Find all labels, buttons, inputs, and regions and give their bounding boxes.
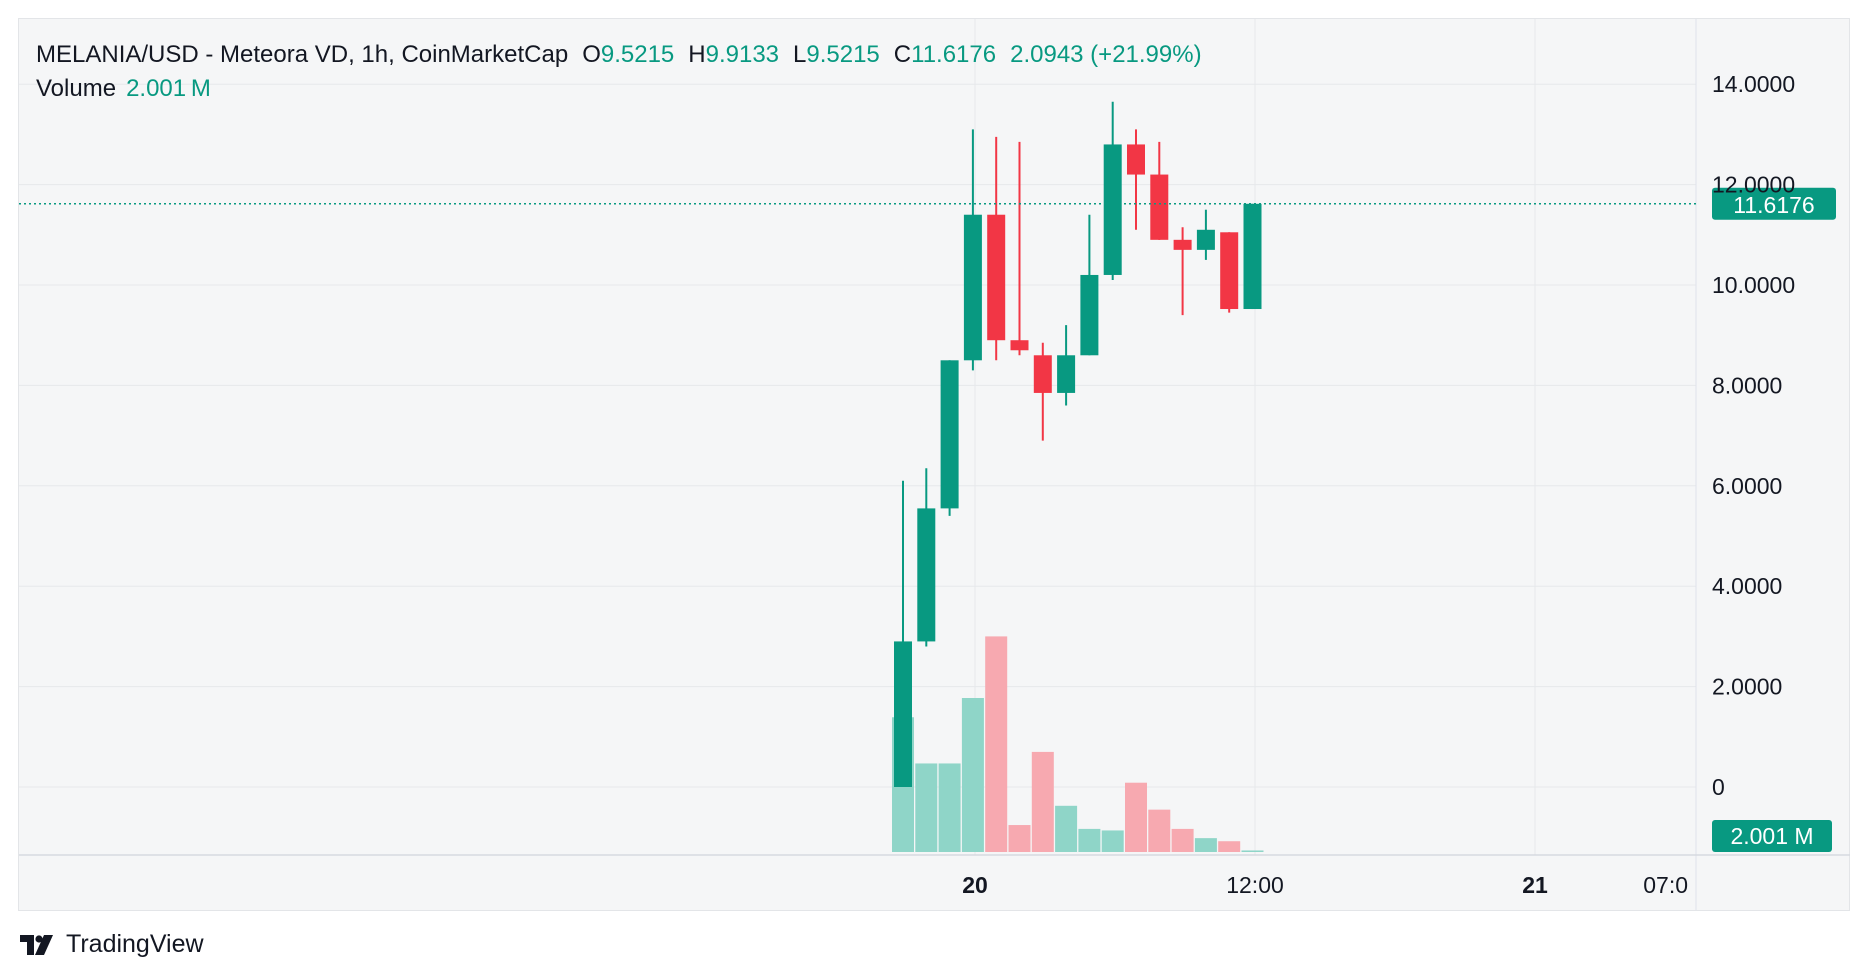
- volume-row: Volume 2.001 M: [36, 72, 1202, 106]
- candle: [1243, 203, 1262, 310]
- volume-label[interactable]: Volume: [36, 75, 117, 102]
- volume-bars: [892, 636, 1264, 852]
- volume-value: 2.001 M: [126, 75, 211, 102]
- price-axis[interactable]: 14.0000 12.0000 10.0000 8.0000 6.0000 4.0000 2…: [1712, 71, 1795, 800]
- time-tick-label: 12:00: [1226, 872, 1284, 898]
- candle-body: [1150, 174, 1169, 240]
- price-tick-label: 14.0000: [1712, 71, 1795, 97]
- volume-badge: [1712, 820, 1832, 852]
- volume-bar: [1194, 838, 1217, 852]
- candle-body: [894, 641, 912, 787]
- price-tick-label: 0: [1712, 774, 1725, 800]
- candle-body: [1243, 203, 1262, 310]
- candle-body: [1127, 144, 1145, 175]
- price-tick-label: 10.0000: [1712, 272, 1795, 298]
- candle: [1010, 141, 1029, 356]
- ohlc-row: MELANIA/USD - Meteora VD, 1h, CoinMarket…: [36, 38, 1202, 72]
- volume-bar: [985, 636, 1008, 852]
- chart-frame[interactable]: [18, 18, 1850, 911]
- candle-body: [1080, 274, 1099, 356]
- candle-body: [1010, 340, 1029, 351]
- candle-body: [963, 214, 982, 361]
- candle-body: [917, 508, 936, 642]
- candle: [917, 468, 936, 647]
- candle: [1080, 214, 1099, 356]
- time-tick-label: 07:0: [1643, 872, 1688, 898]
- price-tick-label: 6.0000: [1712, 473, 1782, 499]
- close-value: 11.6176: [911, 41, 997, 68]
- candle-body: [1057, 355, 1076, 393]
- tradingview-logo-icon: [20, 934, 53, 955]
- candle-body: [940, 360, 959, 509]
- volume-badge-label: 2.001 M: [1730, 823, 1813, 849]
- candle: [1033, 342, 1052, 441]
- open-value: 9.5215: [600, 41, 675, 68]
- low-label: L: [793, 41, 807, 68]
- high-value: 9.9133: [705, 41, 780, 68]
- open-label: O: [582, 41, 601, 68]
- price-overlays: 11.6176 2.001 M: [19, 187, 1836, 852]
- candle: [1057, 325, 1076, 406]
- candles: [894, 101, 1262, 787]
- candle-body: [1220, 232, 1239, 310]
- volume-bar: [1078, 828, 1101, 852]
- volume-bar: [1218, 841, 1241, 852]
- last-price-badge: [1712, 187, 1836, 220]
- candle-body: [1173, 239, 1192, 250]
- candlestick-chart[interactable]: 11.6176 2.001 M 14.0000 12.0000 10.0000 8.00…: [0, 0, 1864, 930]
- volume-bar: [1125, 782, 1147, 852]
- candle-body: [1196, 229, 1215, 250]
- close-label: C: [893, 41, 912, 68]
- price-tick-label: 12.0000: [1712, 172, 1795, 198]
- volume-bar: [961, 698, 984, 852]
- time-tick-label: 21: [1522, 872, 1548, 898]
- candle: [1127, 129, 1145, 230]
- volume-bar: [1171, 828, 1194, 852]
- axes: 14.0000 12.0000 10.0000 8.0000 6.0000 4.0000 2…: [962, 71, 1795, 898]
- grid-lines: [19, 19, 1850, 910]
- time-tick-label: 20: [962, 872, 988, 898]
- volume-bar: [1101, 830, 1124, 852]
- candle: [963, 129, 982, 371]
- candle: [894, 480, 912, 787]
- candle: [1220, 232, 1239, 313]
- last-price-label: 11.6176: [1733, 192, 1814, 218]
- symbol-title[interactable]: MELANIA/USD - Meteora VD, 1h, CoinMarket…: [36, 41, 569, 68]
- volume-bar: [1031, 751, 1054, 852]
- high-label: H: [688, 41, 706, 68]
- candle: [1196, 209, 1215, 260]
- volume-bar: [1241, 850, 1264, 852]
- candle: [987, 136, 1006, 361]
- low-value: 9.5215: [806, 41, 880, 68]
- candle: [1173, 227, 1192, 316]
- candle-body: [1033, 355, 1052, 393]
- volume-bar: [1148, 809, 1171, 852]
- price-tick-label: 8.0000: [1712, 372, 1782, 398]
- time-axis[interactable]: 20 12:00 21 07:0: [962, 872, 1688, 898]
- tradingview-logo-text: TradingView: [66, 930, 204, 958]
- candle-body: [987, 214, 1006, 341]
- candle: [1150, 141, 1169, 240]
- chart-legend: MELANIA/USD - Meteora VD, 1h, CoinMarket…: [36, 38, 1202, 106]
- price-tick-label: 2.0000: [1712, 674, 1782, 700]
- volume-bar: [1055, 805, 1078, 852]
- tradingview-branding[interactable]: TradingView: [20, 930, 204, 959]
- change-value: 2.0943 (+21.99%): [1010, 41, 1202, 68]
- volume-bar: [915, 763, 938, 852]
- volume-bar: [1008, 825, 1031, 852]
- candle: [1103, 101, 1122, 280]
- candle-body: [1103, 144, 1122, 275]
- price-tick-label: 4.0000: [1712, 573, 1782, 599]
- candle: [940, 360, 959, 516]
- volume-bar: [938, 763, 961, 852]
